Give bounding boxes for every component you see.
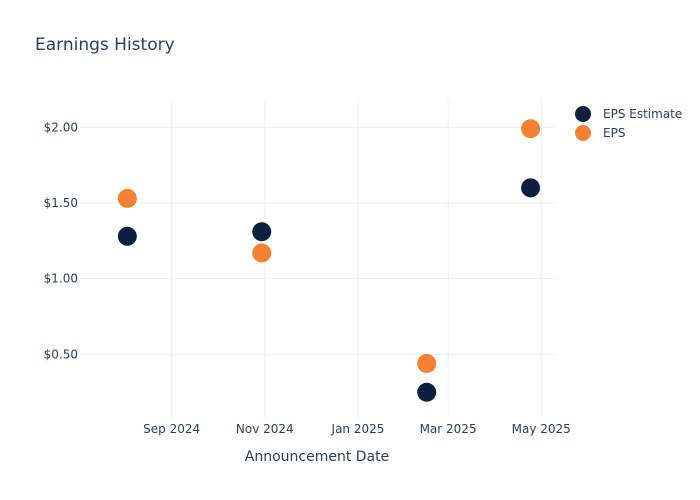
chart-title: Earnings History xyxy=(35,35,175,55)
legend-label[interactable]: EPS xyxy=(603,126,625,140)
x-tick-label: Jan 2025 xyxy=(331,422,385,436)
y-tick-label: $1.50 xyxy=(44,196,78,210)
x-tick-label: Sep 2024 xyxy=(143,422,200,436)
y-tick-label: $1.00 xyxy=(44,272,78,286)
points-layer xyxy=(117,119,541,402)
x-axis-title: Announcement Date xyxy=(245,449,389,465)
eps-estimate-point[interactable] xyxy=(417,382,437,402)
legend-label[interactable]: EPS Estimate xyxy=(603,107,682,121)
eps-point[interactable] xyxy=(117,188,137,208)
eps-estimate-point[interactable] xyxy=(521,178,541,198)
y-tick-label: $0.50 xyxy=(44,347,78,361)
eps-point[interactable] xyxy=(417,353,437,373)
eps-point[interactable] xyxy=(252,243,272,263)
y-tick-label: $2.00 xyxy=(44,120,78,134)
x-tick-label: Mar 2025 xyxy=(420,422,477,436)
legend-marker[interactable] xyxy=(575,106,591,122)
eps-point[interactable] xyxy=(521,119,541,139)
legend-marker[interactable] xyxy=(575,125,591,141)
tick-layer: Sep 2024 Nov 2024 Jan 2025 Mar 2025 May 2025… xyxy=(44,120,571,436)
x-tick-label: May 2025 xyxy=(512,422,571,436)
eps-estimate-point[interactable] xyxy=(117,226,137,246)
x-tick-label: Nov 2024 xyxy=(236,422,294,436)
grid-layer xyxy=(80,100,555,418)
legend[interactable]: EPS Estimate EPS xyxy=(575,106,682,141)
eps-estimate-point[interactable] xyxy=(252,222,272,242)
